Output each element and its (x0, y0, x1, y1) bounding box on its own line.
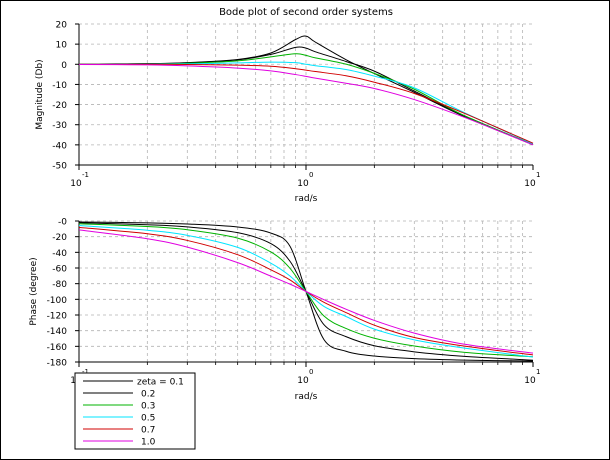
series-line-zeta-1 (78, 63, 534, 146)
y-tick-label: -140 (47, 327, 68, 337)
series-line-zeta-0-7 (78, 63, 534, 144)
y-axis-label: Phase (degree) (29, 257, 39, 325)
x-tick-exponent: 0 (309, 171, 313, 179)
x-tick-label: 10 (70, 179, 82, 189)
y-tick-label: -160 (47, 343, 68, 353)
x-tick-exponent: 1 (536, 368, 540, 376)
y-tick-label: -0 (58, 218, 67, 228)
y-tick-label: -20 (52, 233, 67, 243)
y-tick-label: -120 (47, 312, 68, 322)
x-axis-label: rad/s (295, 392, 318, 402)
legend-label: 0.2 (141, 390, 155, 400)
legend-label: 0.5 (141, 414, 155, 424)
chart-title: Bode plot of second order systems (219, 7, 393, 18)
legend-label: zeta = 0.1 (137, 378, 184, 388)
y-tick-label: -10 (52, 81, 67, 91)
x-tick-exponent: 1 (536, 171, 540, 179)
y-tick-label: -80 (52, 280, 67, 290)
y-tick-label: -60 (52, 265, 67, 275)
series-line-zeta-1 (78, 229, 534, 354)
series-group (78, 35, 534, 146)
legend: zeta = 0.1 0.2 0.3 0.5 0.7 1.0 (74, 372, 196, 450)
y-tick-label: -180 (47, 359, 68, 369)
y-axis-label: Magnitude (Db) (35, 59, 45, 129)
y-tick-label: 20 (56, 21, 68, 31)
x-tick-exponent: -1 (82, 171, 89, 179)
x-tick-label: 10 (524, 179, 536, 189)
series-group (78, 221, 534, 362)
legend-label: 1.0 (141, 438, 156, 448)
legend-label: 0.7 (141, 426, 155, 436)
x-tick-label: 10 (297, 179, 309, 189)
x-tick-exponent: -1 (82, 368, 89, 376)
x-tick-exponent: 0 (309, 368, 313, 376)
series-line-zeta-0-5 (78, 61, 534, 145)
y-tick-label: -40 (52, 249, 67, 259)
x-axis-label: rad/s (295, 194, 318, 204)
y-tick-label: 10 (56, 41, 68, 51)
y-tick-label: -50 (52, 162, 67, 172)
grid (78, 23, 533, 166)
legend-box (74, 372, 196, 450)
x-tick-label: 10 (297, 376, 309, 386)
y-tick-label: 0 (61, 61, 67, 71)
y-tick-label: -20 (52, 101, 67, 111)
phase-plot: -0-20-40-60-80-100-120-140-160-18010-110… (29, 218, 540, 403)
y-tick-label: -30 (52, 121, 67, 131)
legend-label: 0.3 (141, 402, 155, 412)
y-tick-label: -100 (47, 296, 68, 306)
y-tick-label: -40 (52, 141, 67, 151)
series-line-zeta-0-3 (78, 53, 534, 145)
x-tick-label: 10 (524, 376, 536, 386)
